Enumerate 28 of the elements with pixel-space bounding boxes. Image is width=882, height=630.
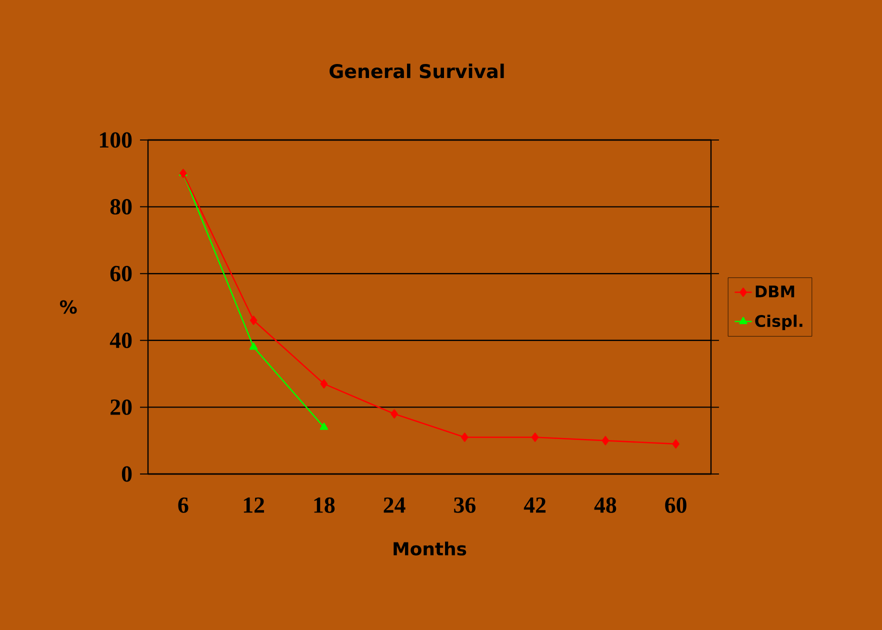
y-tick-label: 0 <box>122 466 132 482</box>
y-axis-title: % <box>60 300 77 314</box>
x-tick-label: 48 <box>594 497 616 513</box>
y-tick-label: 20 <box>110 399 132 415</box>
x-tick-label: 24 <box>384 497 406 513</box>
x-tick-label: 6 <box>178 497 188 513</box>
point <box>320 422 328 430</box>
y-tick-label: 40 <box>110 332 132 348</box>
point <box>672 439 680 449</box>
point <box>602 436 610 446</box>
point <box>461 432 468 442</box>
legend-label: Cispl. <box>755 314 802 330</box>
point <box>320 379 328 388</box>
y-tick-label: 80 <box>110 199 132 215</box>
x-tick-label: 36 <box>454 497 476 513</box>
y-tick-label: 60 <box>110 266 132 282</box>
point <box>250 316 258 325</box>
x-tick-label: 42 <box>524 497 546 513</box>
point <box>390 409 398 419</box>
point <box>531 432 539 442</box>
chart-title: General Survival <box>330 64 504 78</box>
y-tick-label: 100 <box>100 132 132 148</box>
x-tick-label: 60 <box>665 497 686 513</box>
x-axis-title: Months <box>394 542 466 556</box>
x-tick-label: 12 <box>244 497 264 513</box>
point <box>249 342 258 350</box>
x-tick-label: 18 <box>314 497 335 513</box>
legend-label: DBM <box>756 286 794 298</box>
